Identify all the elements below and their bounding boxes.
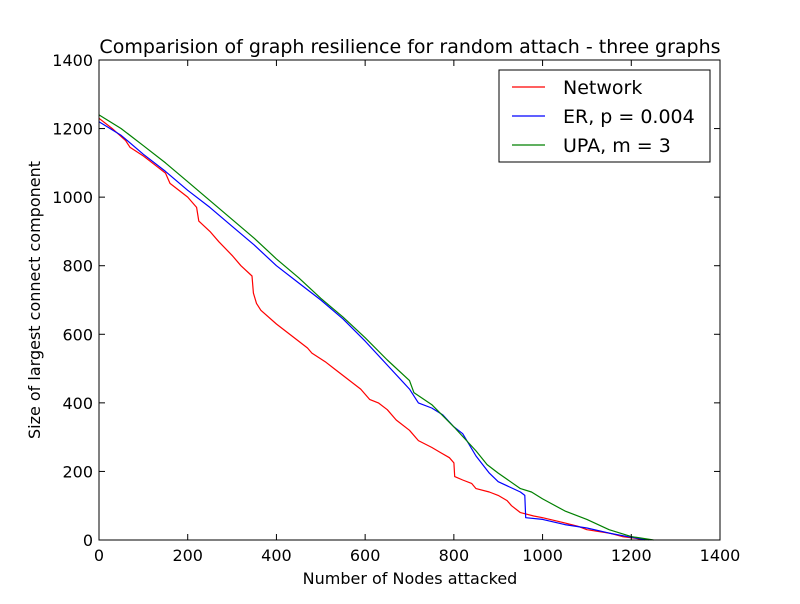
y-tick-label: 1200 (52, 120, 93, 139)
series-line-0 (98, 117, 645, 541)
legend-label-0: Network (563, 77, 642, 99)
legend-entries: Network ER, p = 0.004 UPA, m = 3 (512, 77, 695, 157)
x-tick-label: 600 (350, 546, 381, 565)
y-axis-label: Size of largest connect component (25, 161, 44, 439)
y-tick-label: 200 (62, 462, 93, 481)
series-line-1 (98, 121, 650, 541)
x-axis-label: Number of Nodes attacked (303, 569, 518, 588)
y-tick-label: 400 (62, 394, 93, 413)
axes-layer: 0 200 400 600 800 1000 1200 1400 0 200 400 600 800 10… (52, 51, 740, 565)
y-tick-label: 0 (83, 531, 93, 550)
x-tick-label: 1400 (700, 546, 741, 565)
y-tick-label: 1400 (52, 51, 93, 70)
x-tick-label: 1200 (611, 546, 652, 565)
legend: Network ER, p = 0.004 UPA, m = 3 (498, 69, 711, 163)
x-tick-label: 1000 (522, 546, 563, 565)
chart-title: Comparision of graph resilience for rand… (99, 36, 720, 58)
series-layer (98, 114, 654, 541)
y-tick-label: 1000 (52, 188, 93, 207)
y-tick-label: 600 (62, 325, 93, 344)
legend-label-2: UPA, m = 3 (563, 135, 671, 157)
ticks-layer: 0 200 400 600 800 1000 1200 1400 0 200 400 600 800 10… (52, 51, 740, 565)
x-tick-label: 0 (94, 546, 104, 565)
legend-label-1: ER, p = 0.004 (563, 106, 695, 128)
x-tick-label: 200 (172, 546, 203, 565)
x-tick-label: 800 (439, 546, 470, 565)
plot-frame (98, 59, 721, 541)
y-tick-label: 800 (62, 257, 93, 276)
series-line-2 (98, 114, 654, 541)
x-tick-label: 400 (261, 546, 292, 565)
